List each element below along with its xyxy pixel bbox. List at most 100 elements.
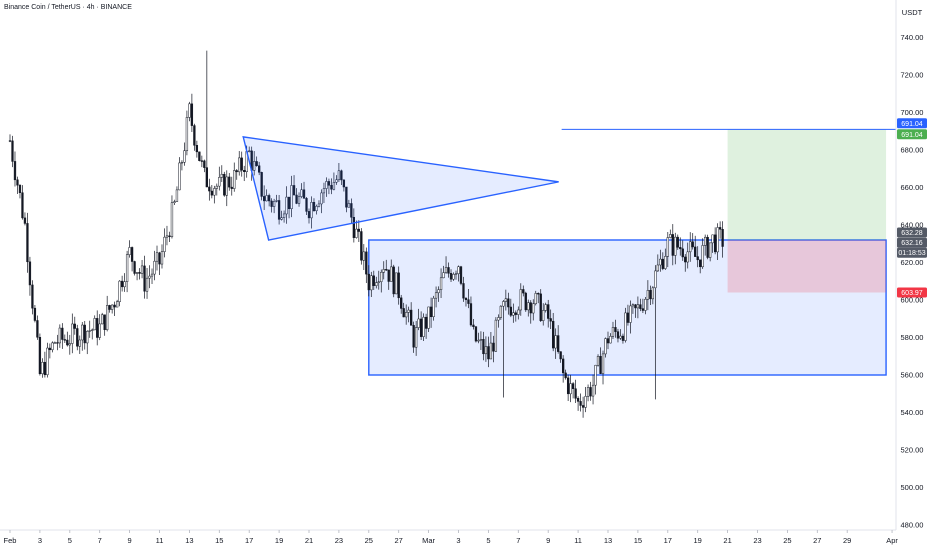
price-tick: 720.00 [901,71,924,80]
candle-body [16,179,19,186]
candle-body [115,301,119,308]
candle-body [382,269,385,273]
candle-body [519,289,522,311]
candle-body [26,223,29,263]
range-box [368,239,887,376]
candle-body [442,272,445,279]
candle-body [290,185,293,209]
alert-price-tag-bg [897,129,927,140]
candle-body [517,309,520,315]
candle-body [616,331,620,339]
candle-body [539,293,542,321]
candle-body [357,228,360,232]
candle-body [91,329,94,331]
candle-body [367,273,370,291]
candle-body [634,304,637,309]
candle-body [651,287,655,300]
candle-body [619,335,622,339]
price-tick: 600.00 [901,296,924,305]
candle-body [664,256,667,269]
candle-body [547,304,550,319]
candle-body [571,383,575,389]
candle-body [13,161,17,181]
candle-body [267,195,271,202]
candle-body [395,272,398,295]
candle-body [33,307,37,321]
time-tick: 19 [275,536,283,545]
candle-body [534,293,537,305]
time-tick: 11 [156,536,164,545]
candle-body [676,236,679,248]
candle-body [8,140,12,142]
time-tick: 15 [215,536,223,545]
candle-body [86,330,89,344]
candle-body [71,323,74,344]
candle-body [322,188,326,194]
candle-body [255,161,258,167]
candle-body [340,170,343,181]
candle-body [679,247,682,250]
candle-body [429,306,433,317]
countdown-tag-bg [897,247,927,258]
time-tick: 13 [604,536,612,545]
candle-body [631,304,635,307]
candle-body [671,234,674,256]
candle-body [337,170,341,181]
time-tick: 23 [335,536,343,545]
candle-body [225,176,228,196]
candle-body [479,339,483,341]
candle-body [601,353,605,374]
time-tick: Mar [422,536,435,545]
candle-body [36,320,39,338]
candle-body [554,335,557,349]
candle-body [434,292,438,299]
time-tick: 7 [98,536,102,545]
candle-body [487,346,490,360]
candle-body [472,324,475,327]
candle-body [666,237,669,257]
candle-body [310,202,313,219]
candle-body [507,298,510,308]
time-tick: 25 [365,536,373,545]
candle-body [11,140,14,162]
candle-body [713,234,717,253]
candle-body [350,203,353,218]
candle-body [489,342,493,360]
candle-body [639,304,642,309]
candle-body [292,185,296,196]
candle-body [509,306,512,316]
alert-price-tag: 691.04 [901,132,923,139]
candle-body [302,189,306,199]
candle-body [43,361,47,376]
candle-body [649,290,652,300]
price-tick: 480.00 [901,521,924,530]
candle-body [606,338,610,344]
candle-body [624,312,627,341]
candle-body [58,327,61,344]
candle-body [609,336,612,344]
candle-body [514,312,517,315]
candle-body [659,258,662,266]
candle-body [332,182,336,190]
candle-body [145,277,149,292]
candle-body [138,272,141,274]
candle-body [203,160,206,168]
candle-body [83,324,86,344]
candle-body [549,318,552,322]
candle-body [272,201,276,207]
candle-body [392,266,395,295]
candle-body [101,314,104,325]
candle-body [230,186,233,189]
price-tags: 691.04 691.04 632.28 632.16 01:18:53 603.97 [897,118,927,298]
candle-body [414,327,418,348]
candle-body [402,308,405,318]
price-tick: 740.00 [901,33,924,42]
candle-body [661,258,664,269]
candle-body [183,150,186,163]
candle-body [355,228,358,238]
candle-body [504,298,507,302]
candle-body [674,236,677,256]
candle-body [315,205,318,212]
